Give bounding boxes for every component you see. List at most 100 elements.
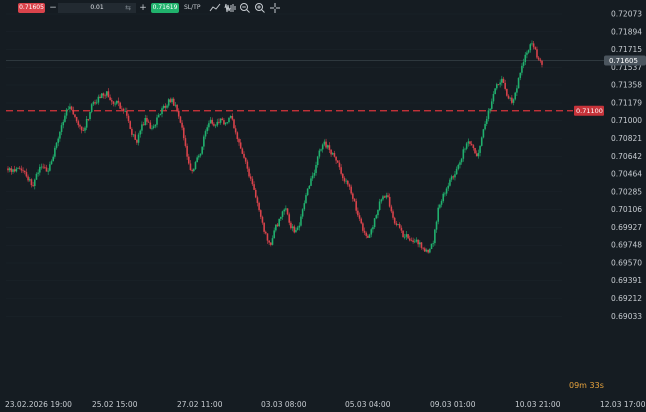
candle-body [201, 146, 203, 154]
candle-body [427, 249, 429, 253]
candle-body [57, 138, 60, 143]
candle-body [114, 103, 116, 105]
candle-body [84, 127, 86, 131]
candle-body [474, 148, 476, 154]
candle-body [489, 108, 491, 111]
indicator-icon[interactable] [209, 2, 221, 14]
candle-body [30, 179, 33, 186]
candle-body [482, 129, 485, 138]
candle-body [127, 115, 130, 122]
candle-body [367, 235, 369, 238]
candle-body [234, 128, 237, 133]
zoom-in-icon[interactable] [254, 2, 266, 14]
candle-body [511, 97, 513, 103]
candle-body [162, 105, 165, 109]
candle-body [256, 197, 259, 203]
time-tick-label: 05.03 04:00 [345, 400, 391, 409]
time-tick-label: 10.03 21:00 [515, 400, 561, 409]
candle-body [499, 82, 501, 85]
price-tick-label: 0.69927 [611, 223, 642, 232]
sell-price-button[interactable]: 0.71605 [18, 3, 45, 13]
candle-body [291, 226, 294, 229]
zoom-out-icon[interactable] [239, 2, 251, 14]
quantity-input[interactable] [58, 3, 136, 13]
candle-body [194, 162, 197, 169]
candle-body [457, 164, 460, 169]
candle-body [258, 202, 260, 211]
price-tick-label: 0.71000 [611, 116, 642, 125]
price-tick-label: 0.71894 [611, 27, 642, 36]
time-tick-label: 12.03 17:00 [600, 400, 646, 409]
candle-body [204, 131, 207, 137]
sltp-button[interactable]: SL/TP [184, 4, 201, 11]
candle-body [325, 141, 327, 148]
time-tick-label: 23.02.2026 19:00 [5, 400, 72, 409]
candle-body [454, 174, 456, 178]
candle-body [377, 210, 379, 216]
candle-body [357, 210, 359, 216]
candle-body [479, 145, 481, 153]
candle-body [141, 124, 143, 131]
candle-body [526, 52, 528, 55]
candle-body [285, 208, 287, 210]
candle-body [501, 78, 503, 83]
candle-body [434, 229, 436, 244]
candle-body [447, 185, 450, 189]
candle-body [276, 224, 279, 227]
candle-body [167, 99, 170, 106]
alert-price-label: 0.71100 [576, 107, 603, 115]
price-axis: 0.72073 0.71894 0.71715 0.71537 0.71358 0.711… [611, 10, 642, 321]
candle-body [296, 227, 299, 230]
candle-body [425, 249, 428, 252]
candle-body [214, 125, 217, 127]
candle-body [459, 162, 461, 165]
candle-body [435, 221, 438, 230]
candle-body [497, 84, 500, 85]
chart-grid [6, 13, 562, 317]
candle-body [74, 114, 76, 117]
alert-price-tag[interactable]: 0.71100 [574, 105, 604, 116]
candle-body [263, 222, 265, 232]
candle-body [415, 239, 418, 242]
candle-body [449, 179, 451, 186]
candle-body [7, 168, 9, 171]
candle-body [261, 216, 264, 223]
candle-body [92, 102, 95, 105]
candle-body [12, 169, 14, 172]
candle-body [470, 143, 473, 146]
candle-body [254, 189, 257, 198]
candle-body [388, 196, 391, 207]
quantity-increase-button[interactable]: + [139, 3, 147, 13]
price-tick-label: 0.71179 [611, 98, 642, 107]
candle-body [527, 50, 530, 53]
candle-body [521, 65, 523, 73]
candle-body [8, 168, 11, 171]
quantity-decrease-button[interactable]: − [49, 3, 57, 13]
candle-body [475, 153, 478, 157]
candle-body [283, 209, 286, 212]
candle-body [407, 234, 409, 239]
candle-body [537, 57, 540, 60]
candle-body [335, 156, 337, 161]
candle-body [397, 224, 399, 225]
candle-body [509, 97, 511, 99]
time-tick-label: 25.02 15:00 [92, 400, 138, 409]
waveform-icon[interactable] [224, 2, 236, 14]
candle-body [266, 233, 269, 241]
candle-body [146, 117, 148, 122]
crosshair-icon[interactable] [269, 2, 281, 14]
candle-body [179, 116, 182, 123]
buy-price-button[interactable]: 0.71619 [151, 3, 179, 13]
candle-body [137, 134, 140, 143]
candle-body [176, 104, 178, 111]
quantity-swap-icon[interactable]: ⇆ [125, 4, 131, 12]
candle-body [90, 104, 93, 112]
candle-body [273, 230, 275, 239]
candle-body [373, 218, 376, 228]
candle-body [313, 172, 316, 176]
candle-body [424, 248, 426, 252]
candle-body [25, 172, 28, 177]
candle-body [184, 138, 187, 146]
candle-body [104, 95, 106, 97]
